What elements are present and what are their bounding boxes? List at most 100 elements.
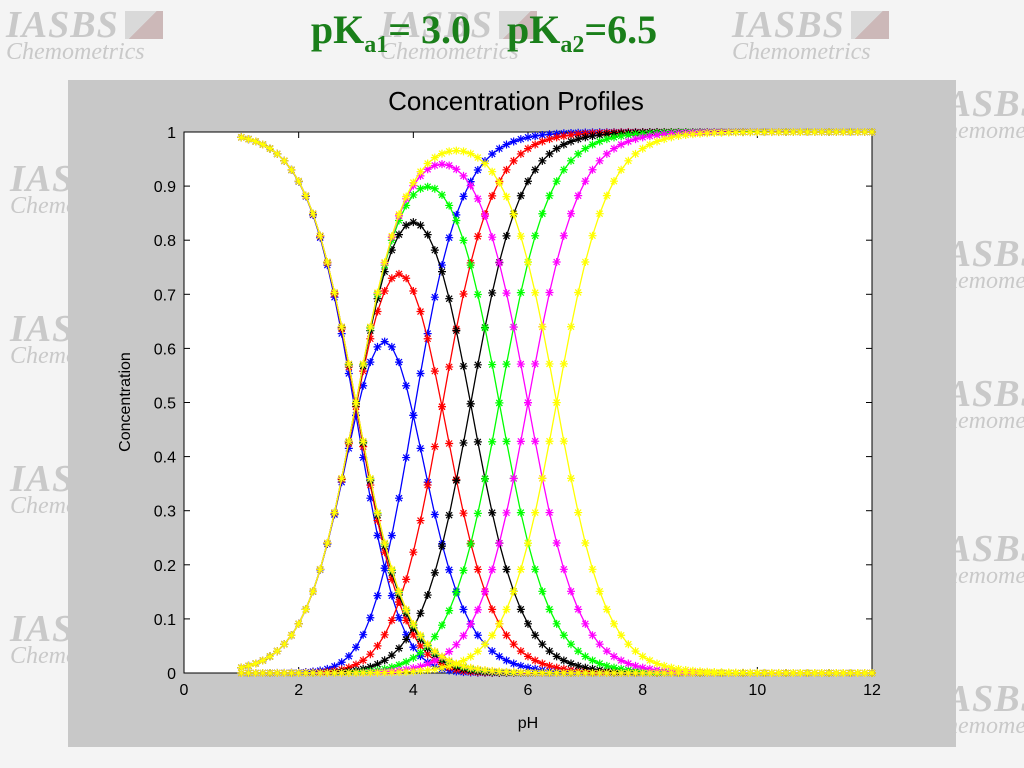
data-point <box>567 137 575 146</box>
data-point <box>631 135 640 144</box>
data-point <box>610 652 618 661</box>
data-point <box>502 231 511 240</box>
data-point <box>473 290 482 299</box>
data-point <box>337 668 346 677</box>
data-point <box>409 411 418 420</box>
data-point <box>380 548 389 557</box>
y-tick-label: 0.9 <box>154 179 176 196</box>
data-point <box>323 257 332 266</box>
data-point <box>352 668 360 677</box>
data-point <box>502 360 511 369</box>
data-point <box>395 216 403 225</box>
data-point <box>588 668 597 677</box>
x-tick-label: 4 <box>409 682 418 699</box>
data-point <box>473 665 482 674</box>
data-point <box>502 437 511 446</box>
data-point <box>624 137 633 146</box>
data-point <box>860 128 869 137</box>
data-point <box>459 509 468 518</box>
data-point <box>366 481 375 490</box>
data-point <box>495 178 504 187</box>
data-point <box>545 661 554 670</box>
data-point <box>387 575 396 584</box>
data-point <box>473 360 482 369</box>
data-point <box>258 656 267 665</box>
data-point <box>559 132 568 141</box>
data-point <box>574 605 583 614</box>
data-point <box>423 230 432 239</box>
data-point <box>731 128 740 137</box>
data-point <box>445 565 454 574</box>
y-tick-label: 0.6 <box>154 341 176 358</box>
data-point <box>488 191 497 200</box>
data-point <box>516 668 525 677</box>
data-point <box>516 565 525 574</box>
data-point <box>746 668 755 677</box>
data-point <box>631 669 640 677</box>
data-point <box>588 631 597 640</box>
data-point <box>696 667 704 676</box>
data-point <box>559 668 568 677</box>
data-point <box>502 565 511 574</box>
data-point <box>710 668 719 677</box>
data-point <box>294 177 303 186</box>
data-point <box>488 167 497 176</box>
data-point <box>309 668 317 677</box>
data-point <box>359 656 368 665</box>
x-tick-label: 8 <box>638 682 647 699</box>
data-point <box>473 647 482 656</box>
data-point <box>602 130 611 139</box>
data-point <box>445 606 454 615</box>
data-point <box>703 129 712 138</box>
data-point <box>760 128 769 137</box>
data-point <box>502 631 511 640</box>
data-point <box>473 605 482 614</box>
data-point <box>638 144 647 153</box>
data-point <box>251 659 260 668</box>
data-point <box>817 668 826 677</box>
chart-title: Concentration Profiles <box>388 86 644 116</box>
data-point <box>531 668 540 677</box>
data-point <box>846 128 855 137</box>
data-point <box>387 246 396 255</box>
data-point <box>438 663 446 672</box>
data-point <box>387 616 396 625</box>
data-point <box>524 652 532 661</box>
data-point <box>516 360 525 369</box>
data-point <box>481 666 489 675</box>
data-point <box>545 508 554 517</box>
data-point <box>567 659 575 668</box>
data-point <box>595 209 604 218</box>
data-point <box>459 362 468 371</box>
data-point <box>688 666 697 675</box>
data-point <box>660 669 669 677</box>
data-point <box>617 140 626 149</box>
data-point <box>366 668 375 677</box>
data-point <box>825 128 833 137</box>
data-point <box>681 131 690 140</box>
data-point <box>552 619 561 628</box>
data-point <box>452 165 461 174</box>
data-point <box>495 258 504 267</box>
data-point <box>724 128 733 137</box>
data-point <box>309 209 317 218</box>
data-point <box>502 165 511 174</box>
data-point <box>387 531 396 540</box>
data-point <box>452 659 461 668</box>
data-point <box>416 516 425 525</box>
data-point <box>366 494 375 503</box>
data-point <box>617 664 626 673</box>
data-point <box>581 668 590 677</box>
data-point <box>789 668 798 677</box>
data-point <box>545 359 554 368</box>
data-point <box>337 329 346 338</box>
data-point <box>667 663 676 672</box>
data-point <box>430 293 439 302</box>
data-point <box>782 128 790 137</box>
data-point <box>445 294 454 303</box>
data-point <box>803 668 812 677</box>
data-point <box>481 474 489 483</box>
data-point <box>488 565 497 574</box>
data-point <box>574 668 583 677</box>
data-point <box>445 147 454 156</box>
